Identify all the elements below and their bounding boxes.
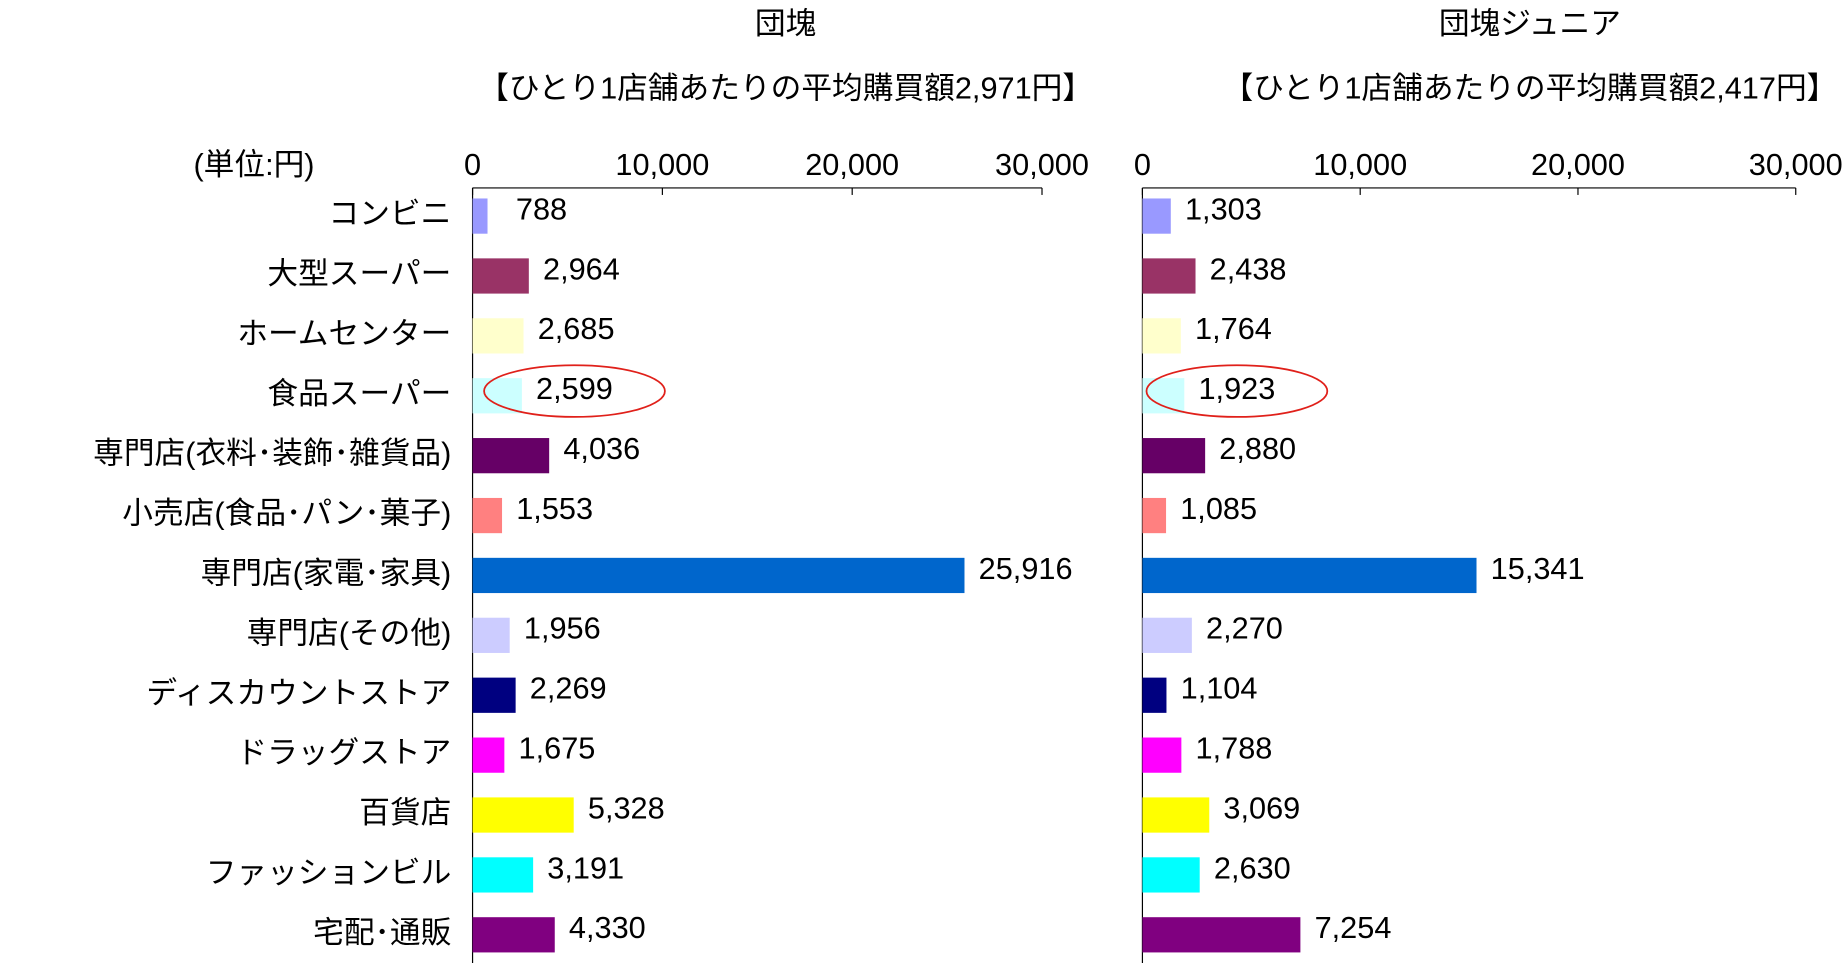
value-label: 2,599 [536,372,613,406]
bar [1142,797,1210,833]
category-label: ホームセンター [237,317,451,351]
bar [1142,198,1171,234]
value-label: 3,191 [547,851,624,885]
bar [1142,677,1167,713]
chart-subtitle: 【ひとり1店舗あたりの平均購買額2,417円】 [1222,72,1837,106]
category-label: ドラッグストア [236,736,451,770]
bar [472,917,555,953]
bar [472,797,574,833]
bar [1142,258,1196,294]
category-label: 百貨店 [359,796,451,830]
value-label: 7,254 [1315,911,1392,945]
x-tick-label: 10,000 [1313,148,1407,182]
bar [472,737,505,773]
value-label: 1,956 [524,612,601,646]
value-label: 1,303 [1185,193,1262,227]
bar [1142,737,1182,773]
value-label: 1,923 [1198,372,1275,406]
category-label: 宅配･通販 [313,916,451,950]
bar [472,258,529,294]
value-label: 25,916 [979,552,1073,586]
x-tick-label: 0 [464,148,481,182]
value-label: 2,438 [1210,252,1287,286]
value-label: 2,964 [543,252,620,286]
bar [1142,438,1206,474]
highlight-circle [1145,364,1329,418]
bar [472,857,534,893]
bar [1142,617,1192,653]
category-label: コンビニ [328,197,451,231]
value-label: 2,630 [1214,851,1291,885]
chart-subtitle: 【ひとり1店舗あたりの平均購買額2,971円】 [478,72,1093,106]
chart-title: 団塊 [755,7,816,41]
bar [1142,557,1477,594]
bar [472,497,503,534]
value-label: 1,104 [1181,672,1258,706]
category-label: ファッションビル [206,856,452,890]
value-label: 1,675 [519,732,596,766]
value-label: 2,880 [1219,432,1296,466]
value-label: 1,764 [1195,312,1272,346]
category-label: 小売店(食品･パン･菓子) [122,497,451,531]
value-label: 1,788 [1196,732,1273,766]
value-label: 2,685 [538,312,615,346]
x-tick-label: 30,000 [1749,148,1843,182]
x-tick-label: 20,000 [805,148,899,182]
bar [472,677,516,713]
unit-label: (単位:円) [193,148,314,182]
category-label: 専門店(衣料･装飾･雑貨品) [93,437,451,471]
value-label: 15,341 [1491,552,1585,586]
value-label: 788 [516,193,567,227]
value-label: 4,330 [569,911,646,945]
category-label: 専門店(その他) [247,616,452,650]
value-label: 2,269 [530,672,607,706]
bar [472,557,965,594]
bar [472,378,522,414]
x-tick-label: 30,000 [995,148,1089,182]
highlight-circle [483,364,666,418]
category-label: 専門店(家電･家具) [201,557,452,591]
value-label: 2,270 [1206,612,1283,646]
x-tick-label: 20,000 [1531,148,1625,182]
bar [472,198,488,234]
value-label: 1,553 [516,492,593,526]
x-tick-label: 10,000 [615,148,709,182]
category-label: 大型スーパー [267,257,451,291]
chart-title: 団塊ジュニア [1439,7,1621,41]
bar [1142,497,1167,534]
x-tick-label: 0 [1134,148,1151,182]
value-label: 1,085 [1180,492,1257,526]
bar [1142,318,1181,354]
category-label: 食品スーパー [267,377,451,411]
value-label: 4,036 [563,432,640,466]
bar [472,438,550,474]
value-label: 5,328 [588,791,665,825]
bar [472,617,510,653]
value-label: 3,069 [1223,791,1300,825]
bar [1142,857,1200,893]
bar [472,318,524,354]
bar [1142,917,1301,953]
category-label: ディスカウントストア [146,676,451,710]
